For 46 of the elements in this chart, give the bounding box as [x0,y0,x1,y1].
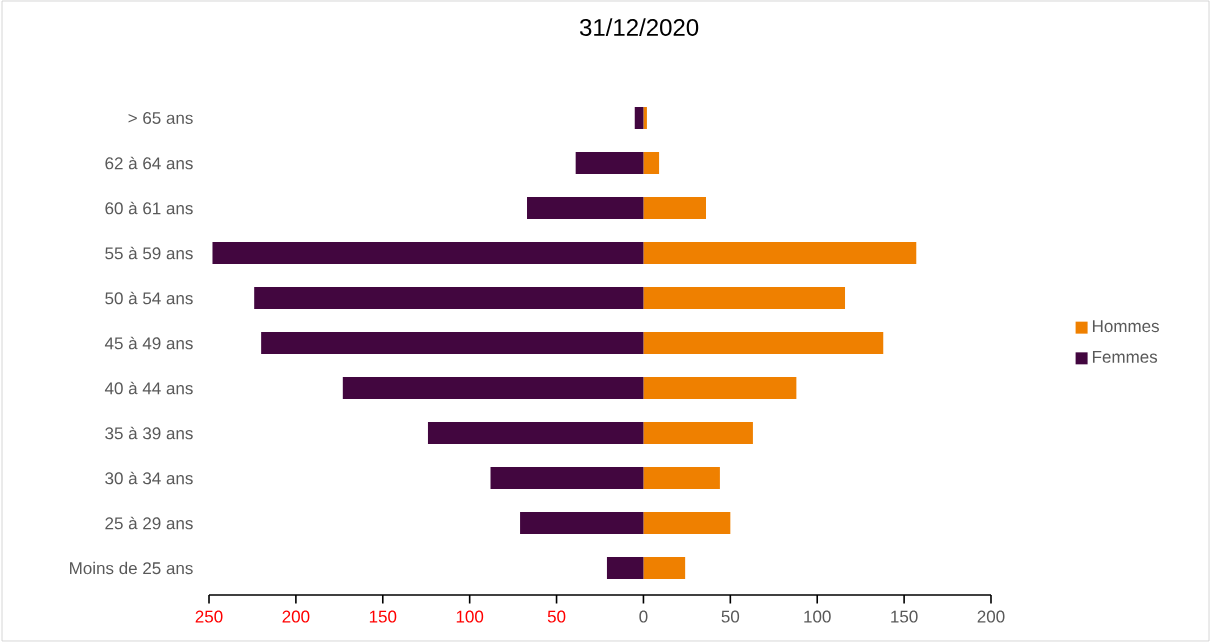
legend-label: Hommes [1092,320,1159,333]
bar [643,287,846,309]
bar [643,197,706,219]
bar [643,376,797,399]
y-tick-label: 40 à 44 ans [104,381,193,395]
bar [261,331,644,354]
y-tick-label: > 65 ans [128,111,193,124]
y-tick-label: 50 à 54 ans [105,291,193,305]
bar [634,107,644,129]
bar [643,421,753,444]
x-tick-label: 250 [195,610,223,623]
bar [643,466,720,489]
bar [643,556,686,579]
x-tick-label: 150 [891,610,918,623]
y-tick-label: 35 à 39 ans [105,426,193,440]
y-tick-label: Moins de 25 ans [70,561,193,575]
bar [342,376,644,399]
y-tick-label: 25 à 29 ans [105,516,193,530]
x-tick-label: 0 [639,610,648,623]
bar [254,287,644,309]
y-tick-label: 30 à 34 ans [105,471,193,485]
bar [520,512,644,534]
bar [427,421,644,444]
bar [527,197,644,219]
bar [643,151,660,174]
y-tick-label: 55 à 59 ans [105,246,193,260]
y-tick-label: 45 à 49 ans [104,336,193,350]
x-tick-label: 50 [721,610,740,623]
bar [643,512,731,534]
bar [606,556,644,579]
x-tick-label: 50 [547,610,566,623]
bar [643,107,647,129]
bar [575,151,644,174]
x-tick-label: 100 [456,610,484,623]
x-tick-label: 200 [282,610,310,623]
x-tick-label: 200 [977,610,1005,623]
bar [643,241,917,264]
x-tick-label: 150 [369,610,397,623]
bar [212,241,644,264]
chart-title: 31/12/2020 [579,18,699,36]
legend-label: Femmes [1092,350,1158,363]
y-tick-label: 60 à 61 ans [105,201,193,215]
bar [490,466,644,489]
y-tick-label: 62 à 64 ans [105,156,193,170]
bar [643,331,884,354]
x-tick-label: 100 [804,610,831,623]
